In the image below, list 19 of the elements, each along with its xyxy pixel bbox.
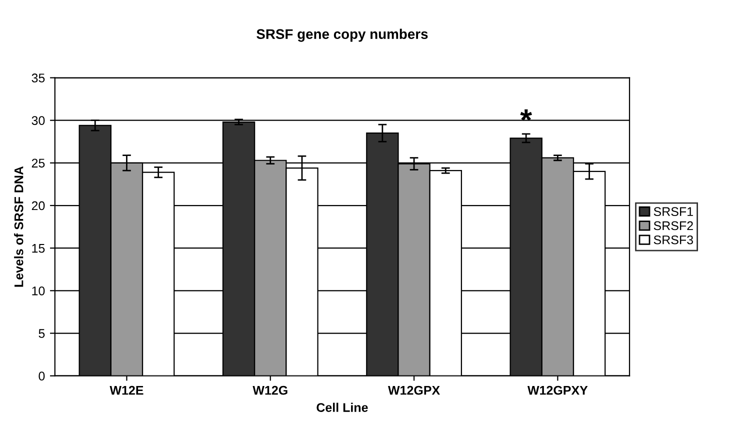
x-tick-label: W12G xyxy=(252,386,288,395)
y-tick-label: 30 xyxy=(32,116,45,125)
legend-label: SRSF1 xyxy=(654,207,693,216)
y-axis-title: Levels of SRSF DNA xyxy=(14,166,24,287)
x-tick-label: W12GPXY xyxy=(527,386,588,395)
legend-label: SRSF2 xyxy=(654,221,693,230)
annotation: * xyxy=(520,109,532,121)
y-tick-label: 0 xyxy=(38,372,45,380)
y-tick-label: 5 xyxy=(38,329,45,338)
y-tick-label: 20 xyxy=(32,201,45,210)
x-tick-label: W12GPX xyxy=(388,386,440,395)
y-tick-label: 10 xyxy=(32,286,45,296)
y-tick-label: 25 xyxy=(32,158,45,168)
x-tick-label: W12E xyxy=(110,386,144,395)
x-axis-title: Cell Line xyxy=(316,402,368,412)
chart-title: SRSF gene copy numbers xyxy=(256,28,428,42)
y-tick-label: 15 xyxy=(32,244,45,253)
y-tick-label: 35 xyxy=(32,74,45,82)
legend-label: SRSF3 xyxy=(654,235,694,244)
